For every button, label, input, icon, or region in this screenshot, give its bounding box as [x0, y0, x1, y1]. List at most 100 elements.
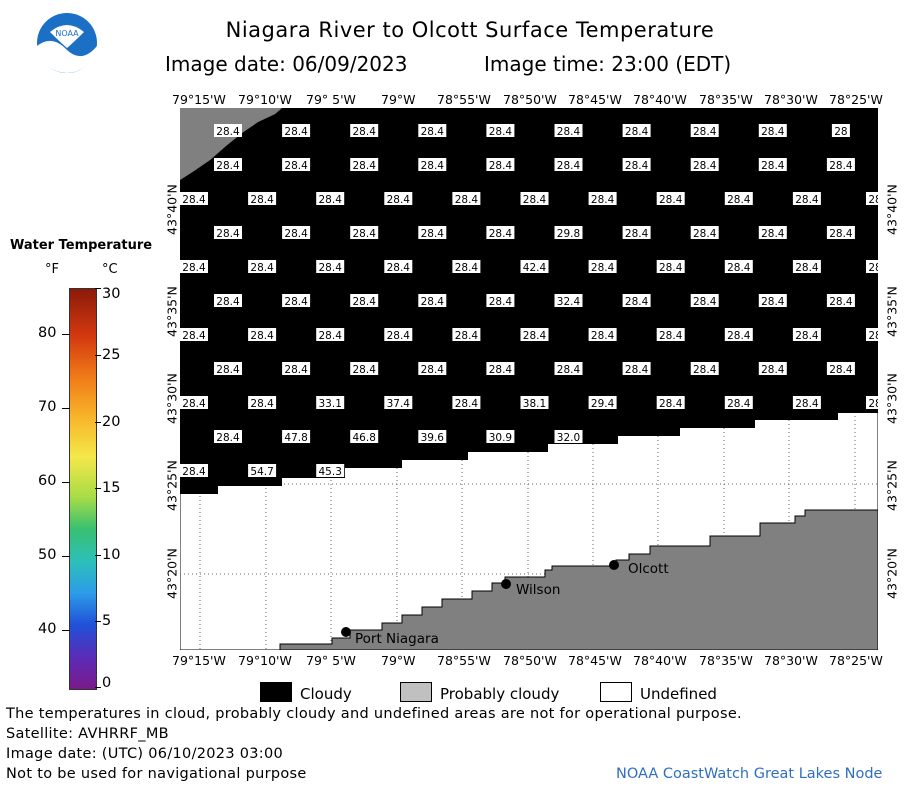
temp-label: 28.4 — [591, 194, 615, 206]
temp-label: 28.4 — [625, 126, 649, 138]
temp-label: 29.4 — [591, 398, 615, 410]
temp-label: 37.4 — [387, 398, 411, 410]
lon-label-bottom: 78°30'W — [764, 653, 818, 668]
scale-tick — [62, 556, 70, 557]
temp-label-bg — [316, 464, 345, 477]
temp-label: 28.4 — [489, 228, 513, 240]
temp-label-bg — [282, 294, 311, 307]
temp-label-bg — [520, 260, 549, 273]
temp-label-bg — [418, 124, 447, 137]
temp-label: 39.6 — [421, 432, 445, 444]
temp-label-bg — [866, 328, 878, 341]
temp-label: 28.4 — [353, 228, 377, 240]
lat-label-right: 43°40'N — [884, 184, 900, 235]
temp-label-bg — [384, 192, 413, 205]
scale-label-c: 20 — [102, 414, 121, 430]
temp-label: 28.4 — [523, 194, 547, 206]
temp-label-bg — [656, 192, 685, 205]
temp-label: 28.4 — [727, 262, 751, 274]
lon-label-bottom: 78°55'W — [437, 653, 491, 668]
temp-label: 28.4 — [727, 194, 751, 206]
temp-label: 28.4 — [182, 466, 206, 478]
scale-tick — [62, 334, 70, 335]
temp-label-bg — [554, 158, 583, 171]
scale-tick — [95, 621, 101, 622]
temp-label-bg — [656, 328, 685, 341]
temp-label-bg — [826, 362, 855, 375]
temp-label-bg — [792, 396, 821, 409]
temp-label: 28.4 — [659, 330, 683, 342]
place-label-wilson: Wilson — [516, 582, 560, 598]
temp-label-bg — [690, 226, 719, 239]
temp-label: 28.4 — [353, 160, 377, 172]
temp-label-bg — [622, 226, 651, 239]
temp-label-bg — [282, 226, 311, 239]
temp-label: 28.4 — [761, 126, 785, 138]
temp-label-bg — [384, 396, 413, 409]
page-title: Niagara River to Olcott Surface Temperat… — [225, 18, 715, 42]
temp-label-bg — [452, 328, 481, 341]
lon-label-top: 79°W — [381, 92, 416, 107]
temp-label-bg — [690, 158, 719, 171]
scale-label-c: 15 — [102, 480, 121, 496]
temp-label: 28.4 — [625, 160, 649, 172]
temp-label: 28.4 — [625, 296, 649, 308]
temp-label-bg — [758, 294, 787, 307]
temp-label: 28.4 — [761, 160, 785, 172]
temp-label-bg — [452, 260, 481, 273]
temp-label: 28.4 — [353, 126, 377, 138]
temp-label: 28.4 — [625, 364, 649, 376]
temp-label: 28.4 — [216, 432, 240, 444]
temp-label: 28.4 — [693, 160, 717, 172]
temp-label: 28.4 — [284, 228, 308, 240]
temp-label-bg — [622, 294, 651, 307]
temp-label-bg — [520, 396, 549, 409]
lon-label-top: 78°30'W — [764, 92, 818, 107]
lon-label-bottom: 79°15'W — [172, 653, 226, 668]
temp-label-bg — [724, 396, 753, 409]
temp-label-bg — [418, 294, 447, 307]
temp-label-bg — [831, 124, 850, 137]
temp-label: 28.4 — [182, 194, 206, 206]
lat-label-left: 43°35'N — [164, 286, 180, 337]
lon-label-bottom: 78°50'W — [503, 653, 557, 668]
temp-label-bg — [248, 260, 277, 273]
temp-label: 47.8 — [284, 432, 307, 444]
temp-label-bg — [486, 430, 515, 443]
temp-label-bg — [554, 226, 583, 239]
temp-label: 28.4 — [387, 330, 411, 342]
temp-label: 28.4 — [489, 160, 513, 172]
scale-tick — [62, 630, 70, 631]
temp-label-bg — [758, 124, 787, 137]
scale-tick — [95, 355, 101, 356]
temp-label-bg — [554, 124, 583, 137]
lon-label-bottom: 79°W — [381, 653, 416, 668]
temp-label: 28.4 — [591, 330, 615, 342]
temp-label-bg — [350, 294, 379, 307]
temp-label-bg — [316, 260, 345, 273]
temp-label-bg — [350, 430, 379, 443]
temp-label: 32.4 — [557, 296, 581, 308]
legend-swatch-undefined — [600, 682, 632, 702]
canada-land — [180, 108, 282, 180]
lon-label-bottom: 79° 5'W — [306, 653, 356, 668]
temp-label-bg — [866, 396, 878, 409]
temp-label-bg — [588, 192, 617, 205]
temp-label-bg — [792, 328, 821, 341]
scale-unit-f: °F — [45, 262, 59, 277]
noaa-logo: NOAA — [36, 12, 98, 74]
olcott-marker — [609, 560, 619, 570]
lat-label-left: 43°30'N — [164, 373, 180, 424]
temp-label: 28.4 — [829, 364, 853, 376]
lat-label-right: 43°30'N — [884, 373, 900, 424]
temp-label: 28.4 — [659, 262, 683, 274]
lon-label-bottom: 79°10'W — [238, 653, 292, 668]
temp-label-bg — [418, 158, 447, 171]
temp-label-bg — [418, 362, 447, 375]
legend-label-cloudy: Cloudy — [300, 685, 352, 703]
temp-label: 28.4 — [761, 228, 785, 240]
temp-label: 28.4 — [387, 262, 411, 274]
temp-label: 28.4 — [284, 296, 308, 308]
temp-label-bg — [350, 226, 379, 239]
temp-label: 29.8 — [557, 228, 580, 240]
